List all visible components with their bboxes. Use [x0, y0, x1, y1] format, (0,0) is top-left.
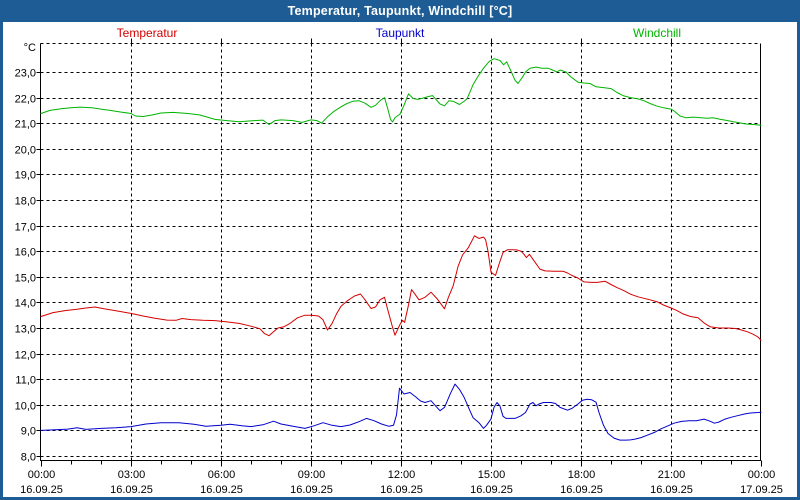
series-line-windchill	[40, 58, 762, 126]
y-axis-unit-label: °C	[24, 42, 36, 54]
window-border-right	[797, 22, 800, 500]
axis-labels: 23,0 22,0 21,0 20,0 19,0 18,0 17,0 16,0 15,0 14,0…	[15, 42, 783, 496]
x-tick-date-label: 16.09.25	[290, 484, 333, 496]
y-tick-label: 23,0	[15, 68, 36, 80]
legend-windchill: Windchill	[632, 26, 682, 40]
x-tick-time-label: 09:00	[298, 469, 326, 481]
x-tick-time-label: 03:00	[118, 469, 146, 481]
x-tick-date-label: 16.09.25	[110, 484, 153, 496]
x-tick-date-label: 17.09.25	[740, 484, 783, 496]
window-title-bar: Temperatur, Taupunkt, Windchill [°C]	[0, 0, 800, 22]
x-tick-time-label: 00:00	[28, 469, 56, 481]
window-title: Temperatur, Taupunkt, Windchill [°C]	[287, 4, 513, 18]
series-line-temperatur	[40, 235, 762, 341]
data-series	[40, 58, 762, 441]
series-line-taupunkt	[40, 383, 762, 441]
window-border-left	[0, 22, 3, 500]
window-border-bottom	[0, 497, 800, 500]
y-tick-label: 21,0	[15, 119, 36, 131]
x-tick-time-label: 12:00	[388, 469, 416, 481]
x-tick-time-label: 18:00	[568, 469, 596, 481]
y-tick-label: 11,0	[15, 375, 36, 387]
x-tick-date-label: 16.09.25	[20, 484, 63, 496]
x-tick-date-label: 16.09.25	[380, 484, 423, 496]
y-tick-label: 10,0	[15, 401, 36, 413]
y-tick-label: 13,0	[15, 324, 36, 336]
x-tick-date-label: 16.09.25	[470, 484, 513, 496]
gridlines	[40, 43, 761, 461]
y-tick-label: 9,0	[21, 426, 36, 438]
x-tick-time-label: 21:00	[658, 469, 686, 481]
x-tick-time-label: 06:00	[208, 469, 236, 481]
y-tick-label: 19,0	[15, 170, 36, 182]
x-tick-date-label: 16.09.25	[200, 484, 243, 496]
x-tick-time-label: 15:00	[478, 469, 506, 481]
legend-taupunkt: Taupunkt	[375, 26, 425, 40]
y-tick-label: 22,0	[15, 94, 36, 106]
x-tick-date-label: 16.09.25	[560, 484, 603, 496]
legend-temperatur: Temperatur	[116, 26, 178, 40]
axes	[36, 38, 762, 467]
y-tick-label: 18,0	[15, 196, 36, 208]
y-tick-label: 16,0	[15, 247, 36, 259]
x-tick-date-label: 16.09.25	[650, 484, 693, 496]
x-tick-time-label: 00:00	[748, 469, 776, 481]
temperature-chart: 23,0 22,0 21,0 20,0 19,0 18,0 17,0 16,0 15,0 14,0…	[15, 38, 783, 496]
y-tick-label: 8,0	[21, 452, 36, 464]
y-tick-label: 14,0	[15, 298, 36, 310]
y-tick-label: 12,0	[15, 350, 36, 362]
y-tick-label: 20,0	[15, 145, 36, 157]
y-tick-label: 17,0	[15, 222, 36, 234]
y-tick-label: 15,0	[15, 273, 36, 285]
